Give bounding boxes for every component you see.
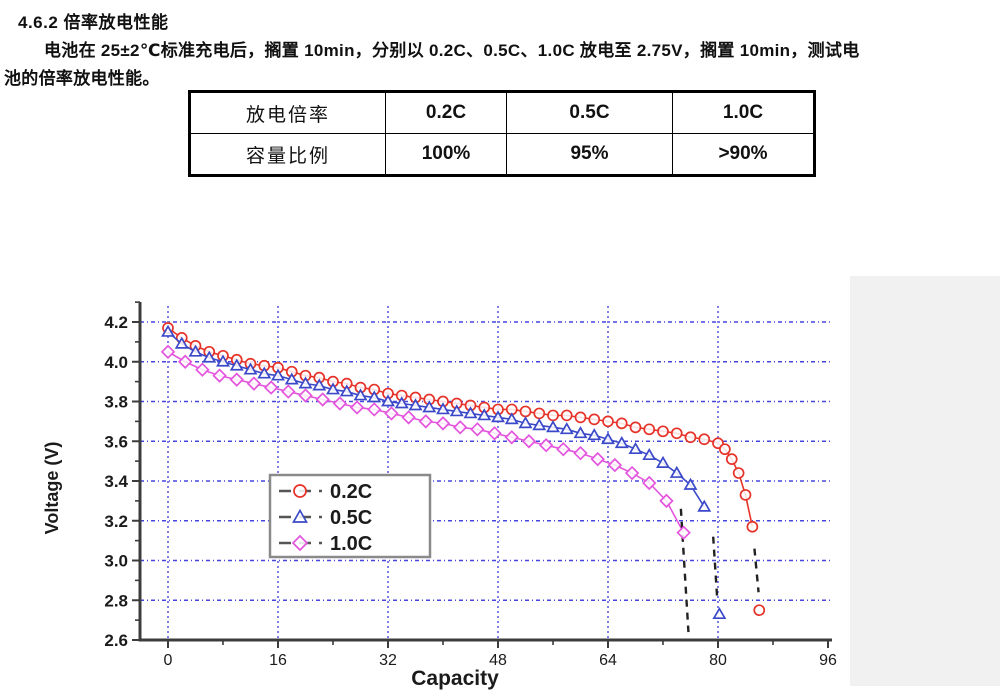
svg-text:3.4: 3.4 — [104, 472, 128, 491]
ratio-cell-0-5c: 95% — [506, 133, 673, 176]
discharge-rate-header-cell: 放电倍率 — [189, 91, 386, 134]
svg-text:64: 64 — [599, 652, 617, 669]
paragraph-line-2: 池的倍率放电性能。 — [4, 69, 160, 88]
svg-text:3.2: 3.2 — [104, 512, 128, 531]
svg-text:2.6: 2.6 — [104, 631, 128, 650]
svg-text:4.0: 4.0 — [104, 353, 128, 372]
svg-text:48: 48 — [489, 652, 507, 669]
table-row: 放电倍率 0.2C 0.5C 1.0C — [189, 91, 815, 134]
svg-text:Voltage (V): Voltage (V) — [42, 442, 62, 535]
svg-text:0.2C: 0.2C — [330, 481, 372, 503]
capacity-ratio-header-cell: 容量比例 — [189, 133, 386, 176]
rate-cell-0-5c: 0.5C — [506, 91, 673, 134]
table-row: 容量比例 100% 95% >90% — [189, 133, 815, 176]
svg-text:4.2: 4.2 — [104, 313, 128, 332]
svg-text:3.0: 3.0 — [104, 552, 128, 571]
rate-cell-1-0c: 1.0C — [672, 91, 815, 134]
rate-capacity-table: 放电倍率 0.2C 0.5C 1.0C 容量比例 100% 95% >90% — [188, 90, 816, 177]
svg-text:96: 96 — [819, 652, 837, 669]
svg-text:16: 16 — [269, 652, 287, 669]
svg-text:1.0C: 1.0C — [330, 533, 372, 555]
paragraph-line-1: 电池在 25±2℃标准充电后，搁置 10min，分别以 0.2C、0.5C、1.… — [44, 41, 860, 60]
svg-text:2.8: 2.8 — [104, 591, 128, 610]
svg-text:Capacity: Capacity — [411, 667, 499, 690]
discharge-curve-chart: 2.6 2.8 3.0 3.2 3.4 3.6 3.8 4.0 4.2 0 16 32 48 64 80 96… — [42, 301, 837, 690]
ratio-cell-1-0c: >90% — [672, 133, 815, 176]
svg-text:80: 80 — [709, 652, 727, 669]
svg-text:3.6: 3.6 — [104, 432, 128, 451]
rate-cell-0-2c: 0.2C — [385, 91, 507, 134]
svg-text:0.5C: 0.5C — [330, 507, 372, 529]
svg-text:3.8: 3.8 — [104, 393, 128, 412]
svg-text:0: 0 — [164, 652, 173, 669]
svg-text:32: 32 — [379, 652, 397, 669]
ratio-cell-0-2c: 100% — [385, 133, 507, 176]
section-heading: 4.6.2 倍率放电性能 — [18, 13, 169, 32]
chart-right-margin — [850, 276, 1000, 686]
